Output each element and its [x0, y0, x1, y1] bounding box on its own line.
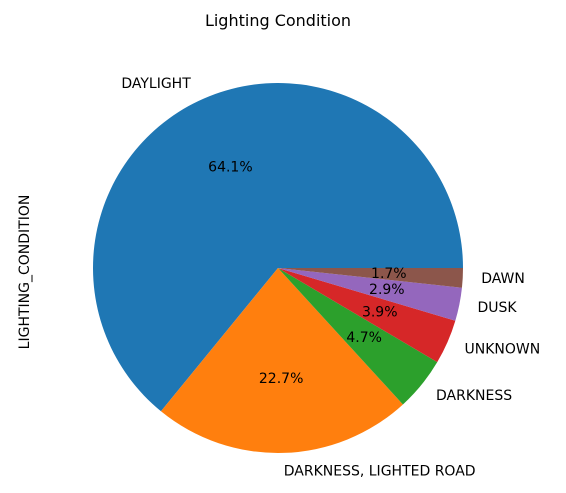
slice-label-dusk: DUSK [478, 300, 518, 316]
slice-label-darkness-lighted-road: DARKNESS, LIGHTED ROAD [284, 463, 476, 479]
pie-slice-unknown [278, 268, 456, 363]
y-axis-label: LIGHTING_CONDITION [17, 195, 33, 350]
pie-slice-daylight [92, 83, 463, 412]
slice-label-daylight: DAYLIGHT [121, 76, 191, 92]
pct-label-dusk: 2.9% [369, 282, 405, 298]
pie-slice-darkness-lighted-road [160, 268, 403, 454]
pie-labels: 64.1% DAYLIGHT 22.7% DARKNESS, LIGHTED ROAD… [121, 76, 540, 479]
slice-label-unknown: UNKNOWN [465, 341, 541, 357]
pie-slice-dawn [278, 268, 463, 288]
pie-slices [92, 83, 463, 454]
pct-label-darkness: 4.7% [346, 330, 382, 346]
pie-slice-darkness [278, 268, 438, 405]
slice-label-dawn: DAWN [481, 271, 525, 287]
chart-title: Lighting Condition [205, 11, 351, 30]
pct-label-unknown: 3.9% [362, 304, 398, 320]
pct-label-daylight: 64.1% [208, 160, 252, 176]
pct-label-dawn: 1.7% [371, 266, 407, 282]
pie-slice-dusk [278, 268, 462, 321]
pct-label-darkness-lighted-road: 22.7% [259, 371, 303, 387]
slice-label-darkness: DARKNESS [436, 388, 512, 404]
